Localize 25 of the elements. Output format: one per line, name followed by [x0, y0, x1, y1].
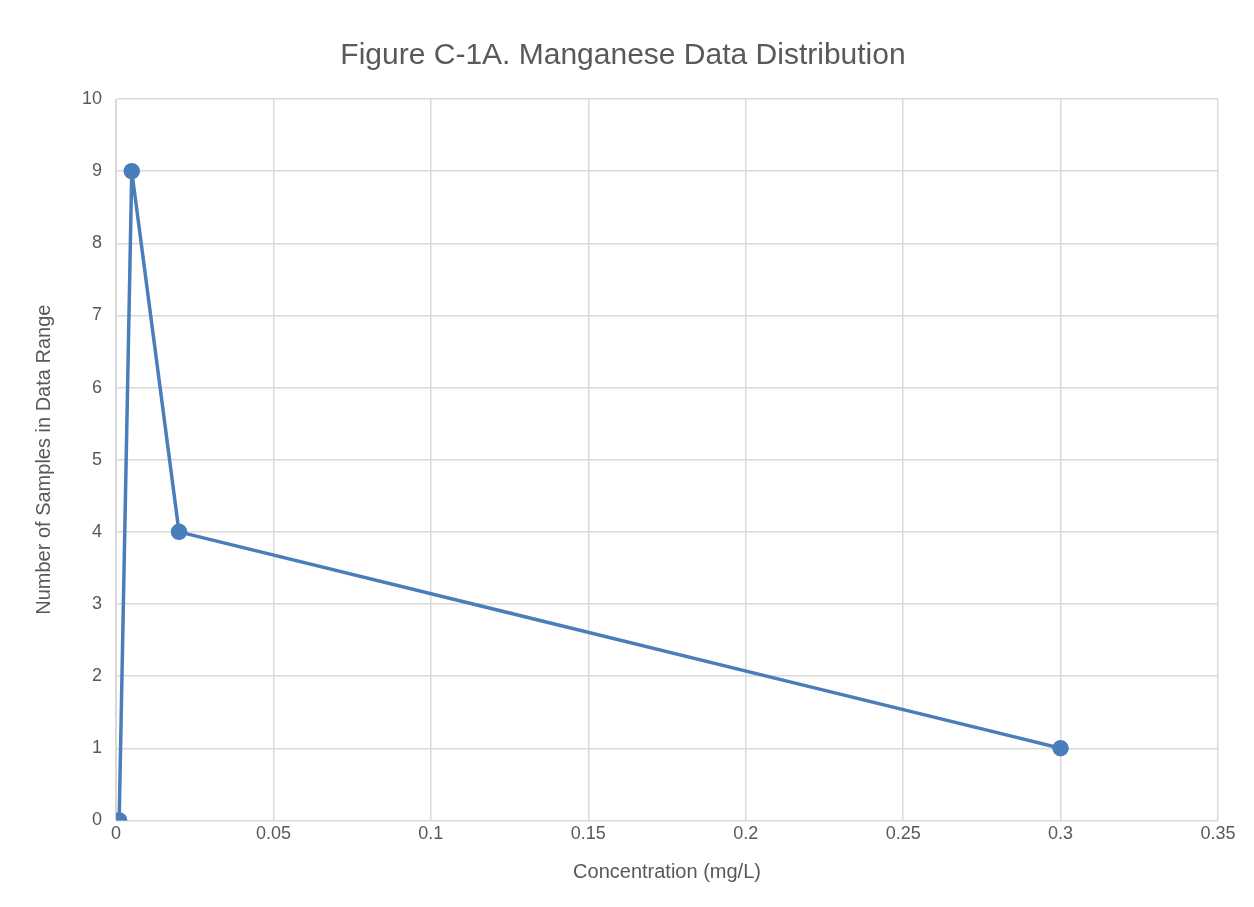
chart-title: Figure C-1A. Manganese Data Distribution — [340, 37, 906, 71]
x-tick-label: 0.15 — [570, 823, 606, 844]
x-tick-label: 0.3 — [1048, 823, 1074, 844]
y-tick-label: 5 — [92, 448, 103, 469]
point — [1052, 740, 1069, 757]
y-axis-title: Number of Samples in Data Range — [31, 304, 54, 615]
x-tick-label: 0.1 — [418, 823, 444, 844]
y-tick-label: 9 — [92, 160, 103, 181]
y-tick-label: 10 — [81, 87, 103, 108]
point — [170, 523, 188, 541]
y-tick-label: 2 — [92, 665, 103, 686]
y-tick-label: 7 — [92, 304, 103, 325]
point — [123, 162, 141, 180]
y-tick-label: 0 — [92, 809, 103, 830]
x-tick-label: 0.25 — [885, 823, 921, 844]
x-tick-label: 0.05 — [255, 823, 291, 844]
y-tick-label: 3 — [92, 592, 103, 613]
y-tick-label: 4 — [92, 520, 103, 541]
x-tick-label: 0 — [111, 823, 122, 844]
x-tick-label: 0.2 — [733, 823, 759, 844]
y-tick-label: 8 — [92, 232, 103, 253]
x-axis-title: Concentration (mg/L) — [573, 859, 761, 882]
y-tick-label: 1 — [92, 737, 103, 758]
x-tick-label: 0.35 — [1200, 823, 1236, 844]
y-tick-label: 6 — [92, 376, 103, 397]
